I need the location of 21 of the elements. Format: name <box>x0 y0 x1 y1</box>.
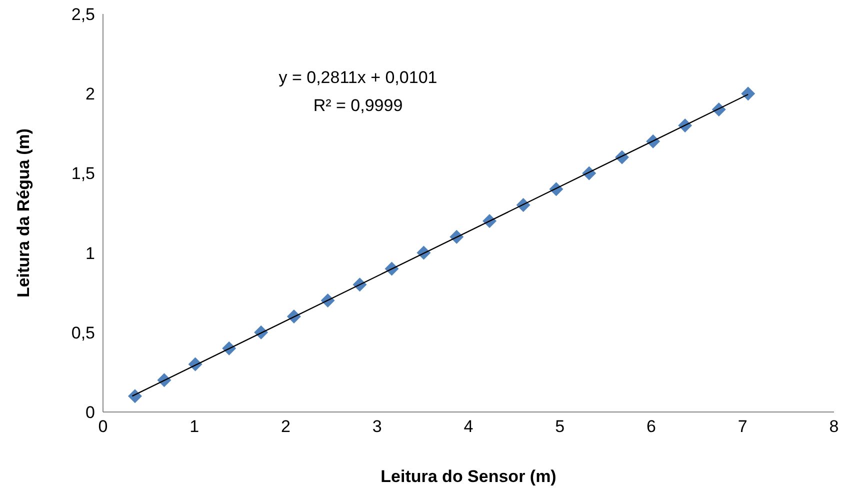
point <box>741 86 756 101</box>
x-tick-label: 1 <box>190 417 200 436</box>
x-tick-label: 8 <box>829 417 839 436</box>
y-tick-label: 2 <box>86 84 95 104</box>
point <box>128 389 142 404</box>
x-tick-label: 7 <box>738 417 748 436</box>
y-tick-label: 0 <box>86 403 95 422</box>
x-tick-label: 2 <box>281 417 290 436</box>
y-tick-label: 1 <box>86 244 95 263</box>
annotation: y = 0,2811x + 0,0101 <box>278 67 438 89</box>
x-tick-label: 4 <box>464 417 474 436</box>
y-tick-label: 2,5 <box>71 5 95 24</box>
x-tick-label: 5 <box>555 417 565 436</box>
y-tick-label: 0,5 <box>71 323 95 342</box>
annotation: R² = 0,9999 <box>312 95 404 117</box>
x-axis-title: Leitura do Sensor (m) <box>380 467 556 486</box>
y-axis-title: Leitura da Régua (m) <box>14 128 34 298</box>
x-tick-label: 0 <box>98 417 108 436</box>
x-tick-label: 6 <box>646 417 656 436</box>
x-tick-label: 3 <box>372 417 382 436</box>
y-tick-label: 1,5 <box>71 164 95 184</box>
